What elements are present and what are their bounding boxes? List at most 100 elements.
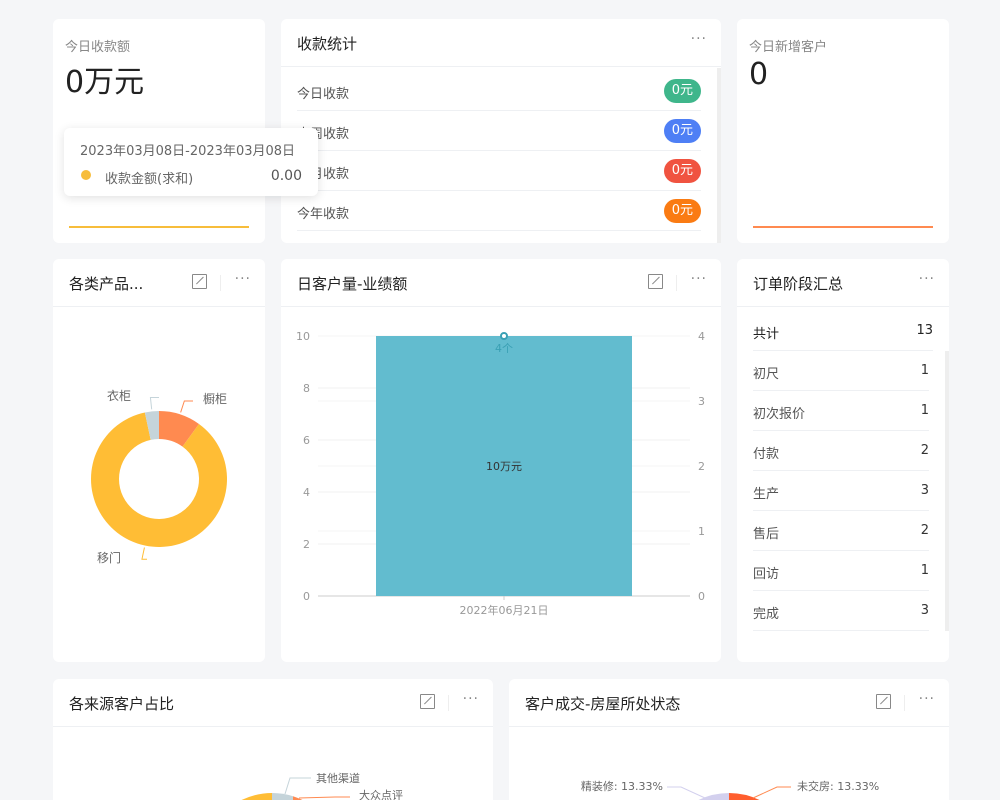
stage-count: 1 [920, 563, 929, 578]
divider [676, 275, 677, 291]
new-customers-value: 0 [749, 57, 769, 92]
product-pie-card: 各类产品... ··· 橱柜 移门 衣柜 [53, 259, 265, 662]
more-icon[interactable]: ··· [462, 691, 479, 707]
stage-label: 生产 [753, 487, 780, 502]
line-point-label: 4个 [495, 342, 513, 355]
card-title: 各来源客户占比 [69, 695, 175, 713]
tooltip-dot [81, 170, 91, 180]
more-icon[interactable]: ··· [690, 271, 707, 287]
stage-count: 1 [920, 363, 929, 378]
y-left-tick: 0 [303, 590, 310, 603]
divider [448, 695, 449, 711]
scrollbar[interactable] [717, 68, 721, 243]
receipt-row: 今年收款 0元 [297, 191, 701, 231]
stage-count: 1 [920, 403, 929, 418]
order-total-row: 共计 13 [753, 311, 933, 351]
card-title: 收款统计 [297, 35, 358, 53]
expand-icon[interactable] [648, 274, 663, 289]
donut-slice-衣柜 [144, 411, 159, 440]
y-right-tick: 4 [698, 330, 705, 343]
card-title: 各类产品... [69, 275, 144, 293]
expand-icon[interactable] [420, 694, 435, 709]
stage-count: 2 [920, 523, 929, 538]
amount-badge: 0元 [663, 199, 701, 223]
daily-chart-card: 日客户量-业绩额 ··· 0 2 4 6 8 10 0 1 2 3 4 10万元 4个 2022年06月2… [281, 259, 721, 662]
tooltip-series: 收款金额(求和) [105, 172, 194, 187]
daily-bar-line-chart: 0 2 4 6 8 10 0 1 2 3 4 10万元 4个 2022年06月21日 [296, 330, 705, 617]
donut-slice-移门 [90, 412, 227, 547]
source-pie-chart: 其他渠道 大众点评 [241, 771, 403, 800]
new-customers-label: 今日新增客户 [749, 40, 828, 55]
pie-slice [272, 792, 293, 800]
stage-label: 初次报价 [753, 407, 806, 422]
row-label: 今日收款 [297, 87, 350, 102]
order-stage-row: 初次报价 1 [753, 391, 929, 431]
more-icon[interactable]: ··· [234, 271, 251, 287]
more-icon[interactable]: ··· [918, 691, 935, 707]
pie-slice [293, 796, 303, 800]
expand-icon[interactable] [876, 694, 891, 709]
pie-label: 大众点评 [359, 788, 403, 800]
order-stage-row: 付款 2 [753, 431, 929, 471]
pie-slice [729, 793, 760, 800]
more-icon[interactable]: ··· [690, 31, 707, 47]
pie-label: 未交房: 13.33% [797, 779, 879, 793]
amount-badge: 0元 [663, 119, 701, 143]
pie-slice [241, 793, 272, 800]
scrollbar[interactable] [945, 351, 949, 631]
card-title: 客户成交-房屋所处状态 [525, 695, 681, 713]
order-stage-row: 回访 1 [753, 551, 929, 591]
y-left-tick: 10 [296, 330, 310, 343]
y-right-tick: 2 [698, 460, 705, 473]
receipt-row: 今日收款 0元 [297, 71, 701, 111]
divider [904, 695, 905, 711]
receipt-trend-line [69, 226, 249, 228]
stage-label: 付款 [753, 447, 780, 462]
y-left-tick: 8 [303, 382, 310, 395]
chart-tooltip: 2023年03月08日-2023年03月08日 收款金额(求和) 0.00 [64, 128, 318, 196]
today-receipt-label: 今日收款额 [65, 40, 131, 55]
donut-slice-橱柜 [159, 411, 199, 447]
x-tick-label: 2022年06月21日 [460, 603, 549, 617]
customer-trend-line [753, 226, 933, 228]
receipt-row: 本周收款 0元 [297, 111, 701, 151]
order-stage-row: 生产 3 [753, 471, 929, 511]
new-customers-card: 今日新增客户 0 [737, 19, 949, 243]
stage-label: 完成 [753, 607, 780, 622]
row-label: 今年收款 [297, 207, 350, 222]
pie-slice [698, 793, 729, 800]
divider [220, 275, 221, 291]
label-line [667, 786, 706, 799]
pie-label: 精装修: 13.33% [581, 779, 663, 793]
tooltip-value: 0.00 [270, 168, 302, 184]
y-right-tick: 1 [698, 525, 705, 538]
house-pie-card: 客户成交-房屋所处状态 ··· 精装修: 13.33% 未交房: 13.33% [509, 679, 949, 800]
y-right-tick: 0 [698, 590, 705, 603]
total-label: 共计 [753, 327, 780, 342]
total-value: 13 [916, 323, 933, 338]
today-receipt-value: 0万元 [65, 65, 145, 100]
y-left-tick: 4 [303, 486, 310, 499]
slice-label: 移门 [97, 550, 121, 565]
expand-icon[interactable] [192, 274, 207, 289]
stage-count: 2 [920, 443, 929, 458]
bar [376, 336, 632, 596]
label-line [149, 396, 159, 410]
order-stages-card: 订单阶段汇总 ··· 共计 13 初尺 1 初次报价 1 付款 2 生产 3 售后 2 回访 1 完成 3 [737, 259, 949, 662]
source-pie-card: 各来源客户占比 ··· 其他渠道 大众点评 [53, 679, 493, 800]
label-line [284, 777, 311, 795]
stage-label: 回访 [753, 567, 780, 582]
line-point [500, 332, 508, 340]
y-left-tick: 2 [303, 538, 310, 551]
stage-label: 售后 [753, 527, 780, 542]
label-line [752, 786, 791, 799]
label-line [180, 400, 193, 413]
stage-label: 初尺 [753, 367, 780, 382]
amount-badge: 0元 [663, 79, 701, 103]
slice-label: 衣柜 [107, 388, 131, 403]
receipt-stats-card: 收款统计 ··· 今日收款 0元 本周收款 0元 本月收款 0元 今年收款 0元 [281, 19, 721, 243]
more-icon[interactable]: ··· [918, 271, 935, 287]
receipt-row: 本月收款 0元 [297, 151, 701, 191]
label-line [141, 547, 147, 560]
